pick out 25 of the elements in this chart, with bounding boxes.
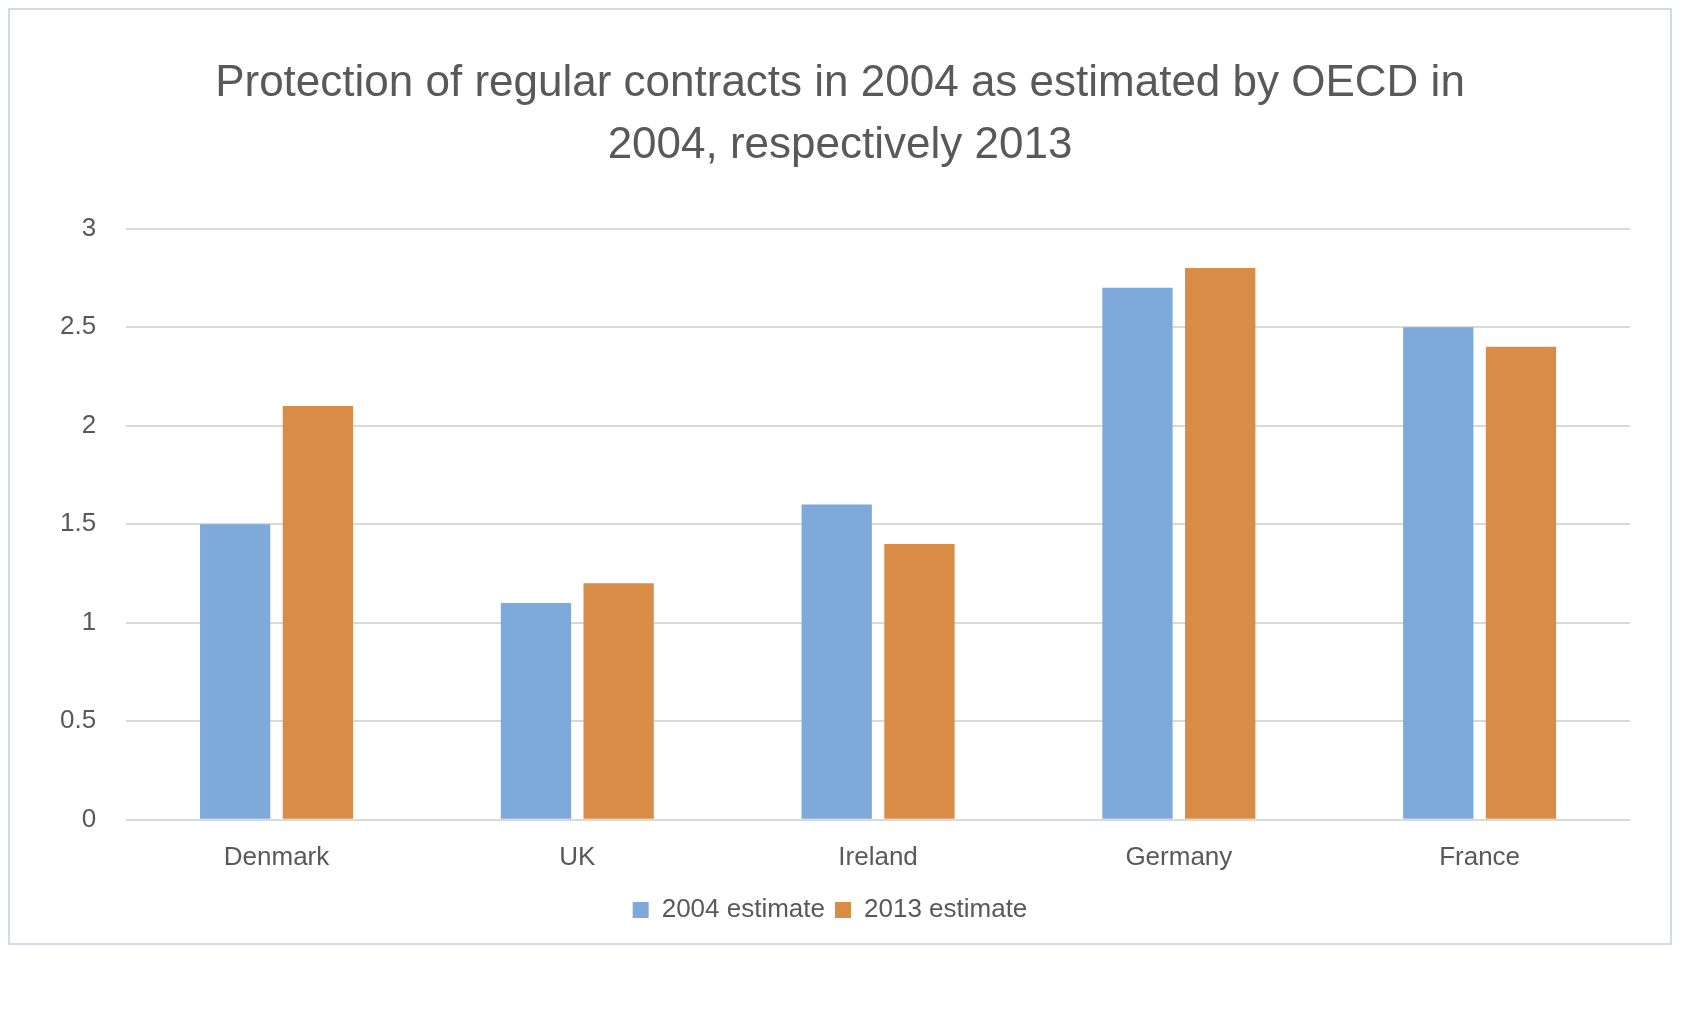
y-tick-label: 3 xyxy=(81,211,97,242)
bar xyxy=(200,524,271,819)
x-tick-label: Ireland xyxy=(838,840,918,871)
legend-label: 2013 estimate xyxy=(864,893,1028,924)
bar xyxy=(1485,347,1557,819)
bar xyxy=(1403,327,1474,819)
bar xyxy=(1102,287,1173,819)
legend-label: 2004 estimate xyxy=(661,893,825,924)
x-tick-label: Germany xyxy=(1125,840,1233,871)
y-tick-label: 2 xyxy=(81,409,97,440)
chart-title: Protection of regular contracts in 2004 as estimated by OECD in 2004, respectively 2013 xyxy=(214,55,1466,169)
y-tick-label: 2.5 xyxy=(59,310,97,341)
bar xyxy=(583,583,654,819)
bar xyxy=(282,406,354,819)
bar xyxy=(1185,268,1256,819)
y-tick-label: 0.5 xyxy=(59,704,97,735)
y-tick-label: 1.5 xyxy=(59,507,97,538)
x-tick-label: UK xyxy=(559,840,597,871)
x-tick-label: Denmark xyxy=(223,840,331,871)
bar xyxy=(884,544,955,819)
y-tick-label: 1 xyxy=(81,606,97,637)
bar xyxy=(500,603,572,819)
bar xyxy=(801,504,872,819)
x-tick-label: France xyxy=(1439,840,1521,871)
y-tick-label: 0 xyxy=(81,803,97,834)
